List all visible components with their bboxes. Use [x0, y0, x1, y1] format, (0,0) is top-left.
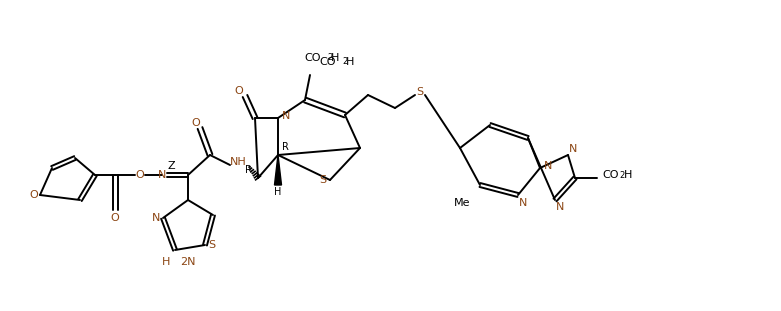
Text: N: N	[152, 213, 160, 223]
Text: 2: 2	[327, 53, 333, 63]
Text: O: O	[30, 190, 38, 200]
Text: H: H	[162, 257, 170, 267]
Text: Me: Me	[454, 198, 470, 208]
Text: H: H	[346, 57, 355, 67]
Text: NH: NH	[230, 157, 246, 167]
Text: CO: CO	[319, 57, 337, 67]
Text: S: S	[319, 175, 326, 185]
Text: 2: 2	[342, 58, 348, 67]
Text: Z: Z	[167, 161, 175, 171]
Polygon shape	[274, 155, 281, 185]
Text: O: O	[191, 118, 201, 128]
Text: CO: CO	[602, 170, 619, 180]
Text: N: N	[158, 170, 166, 180]
Text: O: O	[111, 213, 119, 223]
Text: R: R	[282, 142, 288, 152]
Text: N: N	[569, 144, 577, 154]
Text: N: N	[282, 111, 291, 121]
Text: S: S	[209, 240, 216, 250]
Text: H: H	[274, 187, 282, 197]
Text: R: R	[244, 165, 251, 175]
Text: S: S	[416, 87, 423, 97]
Text: N: N	[519, 198, 527, 208]
Text: H: H	[331, 53, 339, 63]
Text: 2: 2	[619, 170, 624, 179]
Text: H: H	[624, 170, 633, 180]
Text: N: N	[556, 202, 564, 212]
Text: CO: CO	[305, 53, 321, 63]
Text: O: O	[136, 170, 144, 180]
Text: O: O	[234, 86, 244, 96]
Text: N: N	[544, 161, 552, 171]
Text: 2N: 2N	[180, 257, 195, 267]
